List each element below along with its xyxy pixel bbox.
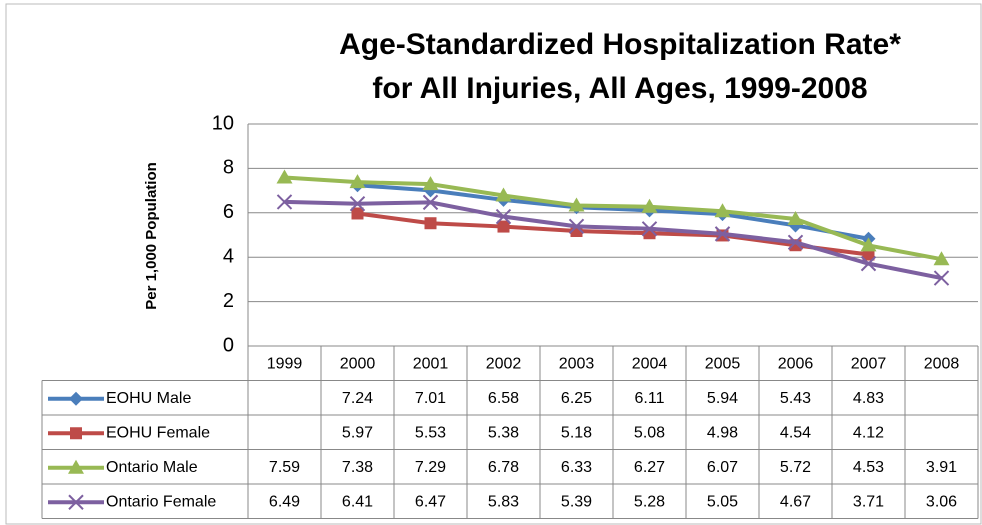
point [276,169,293,184]
table-value: 5.18 [561,424,592,441]
point [497,220,510,233]
table-value: 6.49 [269,493,300,510]
table-value: 3.06 [926,493,957,510]
series-line [357,211,869,257]
point [422,194,439,211]
table-value: 6.41 [342,493,373,510]
point [641,221,658,237]
table-value: 5.38 [488,424,519,441]
table-value: 5.97 [342,424,373,441]
x-tick-label: 2000 [340,355,376,372]
table-value: 6.27 [634,459,665,476]
point [641,198,658,213]
legend-label: EOHU Female [106,424,210,441]
legend-label: EOHU Male [106,390,191,407]
x-tick-label: 2006 [778,355,814,372]
x-tick-label: 2007 [851,355,887,372]
series-line [357,183,869,241]
point [568,218,585,235]
table-value: 6.33 [561,459,592,476]
point [349,174,366,189]
y-tick-label: 4 [223,245,234,267]
table-value: 5.28 [634,493,665,510]
point [422,176,439,191]
table-value: 6.11 [635,390,665,407]
legend-label: Ontario Male [106,459,198,476]
table-value: 4.67 [780,493,811,510]
table-value: 6.58 [488,390,519,407]
chart-title: Age-Standardized Hospitalization Rate* [339,28,901,61]
table-value: 7.01 [415,390,446,407]
table-value: 4.98 [707,424,738,441]
point [933,270,950,286]
chart-border [5,3,982,525]
legend-marker [68,459,84,474]
table-value: 4.12 [853,424,884,441]
y-tick-label: 8 [223,157,234,179]
x-tick-label: 2005 [705,355,741,372]
point [714,226,731,242]
table-value: 5.94 [707,390,738,407]
table-value: 5.83 [488,493,519,510]
point [276,194,293,210]
point [424,217,437,230]
y-axis-label: Per 1,000 Population [143,162,160,310]
table-value: 6.07 [707,459,738,476]
point [860,255,877,272]
point [933,251,950,266]
point [862,248,875,261]
series-line [284,175,942,262]
point [351,207,364,220]
x-tick-label: 1999 [267,355,303,372]
table-value: 5.08 [634,424,665,441]
series-line [284,199,942,281]
point [568,197,585,212]
legend-marker [68,494,84,510]
chart-title: for All Injuries, All Ages, 1999-2008 [372,72,867,105]
table-value: 4.83 [853,390,884,407]
table-value: 3.91 [926,459,957,476]
table-value: 5.05 [707,493,738,510]
legend-marker [69,391,83,406]
x-tick-label: 2004 [632,355,668,372]
point [495,187,512,202]
y-tick-label: 0 [223,334,234,356]
y-tick-label: 2 [223,290,234,312]
legend-label: Ontario Female [106,493,216,510]
table-value: 5.53 [415,424,446,441]
table-value: 6.78 [488,459,519,476]
y-tick-label: 10 [212,112,234,134]
point [787,211,804,226]
table-value: 7.59 [269,459,300,476]
point [714,203,731,218]
legend-marker [70,427,82,440]
x-tick-label: 2001 [413,355,449,372]
x-tick-label: 2003 [559,355,595,372]
table-value: 4.54 [780,424,811,441]
table-value: 7.29 [415,459,446,476]
table-value: 4.53 [853,459,884,476]
x-tick-label: 2008 [924,355,960,372]
table-value: 5.43 [780,390,811,407]
table-value: 5.72 [780,459,811,476]
point [787,234,804,251]
table-value: 5.39 [561,493,592,510]
x-tick-label: 2002 [486,355,522,372]
table-value: 6.25 [561,390,592,407]
table-value: 7.38 [342,459,373,476]
y-tick-label: 6 [223,201,234,223]
point [495,208,512,225]
table-value: 7.24 [342,390,373,407]
point [349,195,366,212]
table-value: 6.47 [415,493,446,510]
table-value: 3.71 [853,493,884,510]
point [860,237,877,252]
